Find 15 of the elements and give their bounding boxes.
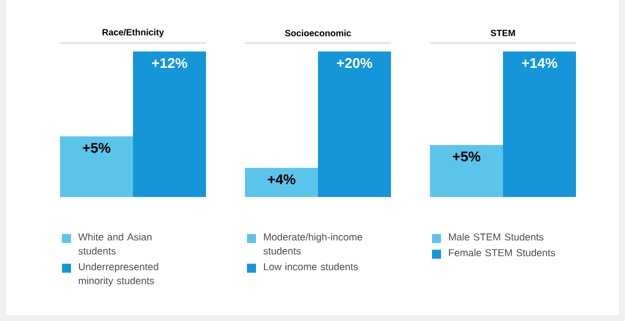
chart-title: STEM [490, 30, 515, 36]
data-label: +4% [268, 174, 296, 184]
legend-label: Female STEM Students [449, 248, 556, 256]
legend-label: Moderate/high-income students [263, 233, 362, 255]
chart-title: Race/Ethnicity [102, 28, 164, 38]
legend-label: Male STEM Students [449, 233, 544, 241]
data-label: +5% [82, 142, 110, 153]
data-label: +5% [452, 152, 480, 162]
data-label: +12% [152, 58, 188, 68]
data-label: +20% [336, 58, 372, 68]
legend-label: White and Asian students [78, 233, 152, 255]
chart-title: Socioeconomic [285, 30, 351, 36]
legend-label: Low income students [264, 262, 358, 270]
data-label: +14% [522, 58, 558, 68]
legend-label: Underrepresented minority students [78, 262, 158, 286]
